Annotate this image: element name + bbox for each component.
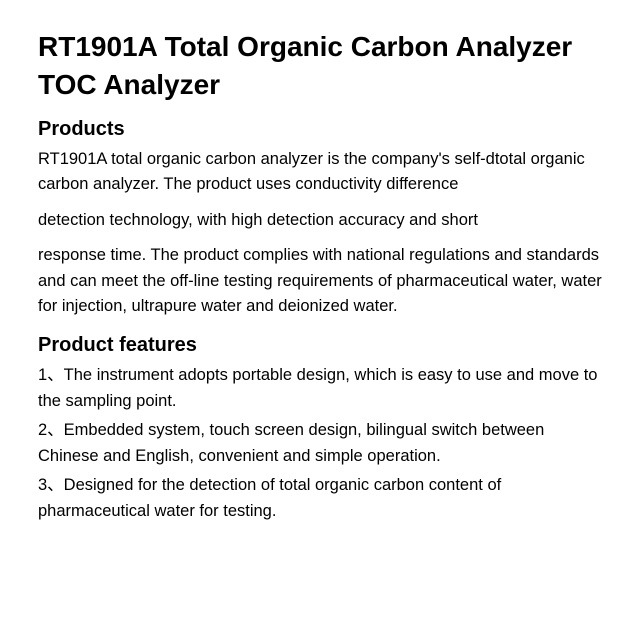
description-paragraph-2: detection technology, with high detectio…: [38, 208, 602, 234]
description-paragraph-3: response time. The product complies with…: [38, 243, 602, 320]
products-heading: Products: [38, 118, 602, 141]
feature-item-3: 3、Designed for the detection of total or…: [38, 473, 602, 524]
description-paragraph-1: RT1901A total organic carbon analyzer is…: [38, 147, 602, 198]
features-heading: Product features: [38, 334, 602, 357]
page-title: RT1901A Total Organic Carbon Analyzer TO…: [38, 28, 602, 104]
document-page: RT1901A Total Organic Carbon Analyzer TO…: [0, 0, 640, 524]
feature-item-2: 2、Embedded system, touch screen design, …: [38, 418, 602, 469]
feature-item-1: 1、The instrument adopts portable design,…: [38, 363, 602, 414]
